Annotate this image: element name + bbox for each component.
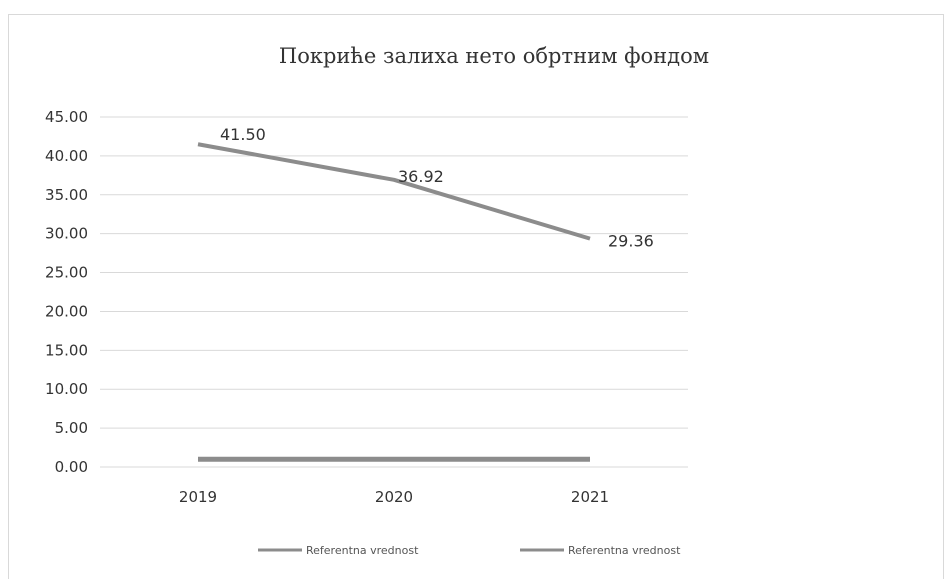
x-axis-ticks: 2019 2020 2021: [179, 488, 609, 506]
data-label: 36.92: [398, 167, 444, 186]
chart-frame: [8, 14, 944, 579]
y-tick-label: 20.00: [45, 302, 88, 320]
y-tick-label: 45.00: [45, 108, 88, 126]
y-tick-label: 5.00: [55, 419, 88, 437]
x-tick-label: 2019: [179, 488, 217, 506]
legend: Referentna vrednost Referentna vrednost: [258, 544, 681, 557]
y-tick-label: 30.00: [45, 225, 88, 243]
y-tick-label: 25.00: [45, 264, 88, 282]
legend-label: Referentna vrednost: [568, 544, 681, 557]
gridlines: [100, 116, 688, 468]
x-tick-label: 2021: [571, 488, 609, 506]
y-tick-label: 0.00: [55, 458, 88, 476]
series-lines: [197, 142, 591, 462]
data-labels: 41.50 36.92 29.36: [220, 125, 654, 250]
series-line-1: [197, 142, 591, 241]
y-tick-label: 40.00: [45, 147, 88, 165]
y-axis-ticks: 0.00 5.00 10.00 15.00 20.00 25.00 30.00 35.00 40…: [45, 108, 88, 476]
legend-label: Referentna vrednost: [306, 544, 419, 557]
y-tick-label: 15.00: [45, 341, 88, 359]
chart-title: Покриће залиха нето обртним фондом: [279, 44, 709, 68]
y-tick-label: 35.00: [45, 186, 88, 204]
x-tick-label: 2020: [375, 488, 413, 506]
data-label: 41.50: [220, 125, 266, 144]
data-label: 29.36: [608, 232, 654, 251]
y-tick-label: 10.00: [45, 380, 88, 398]
